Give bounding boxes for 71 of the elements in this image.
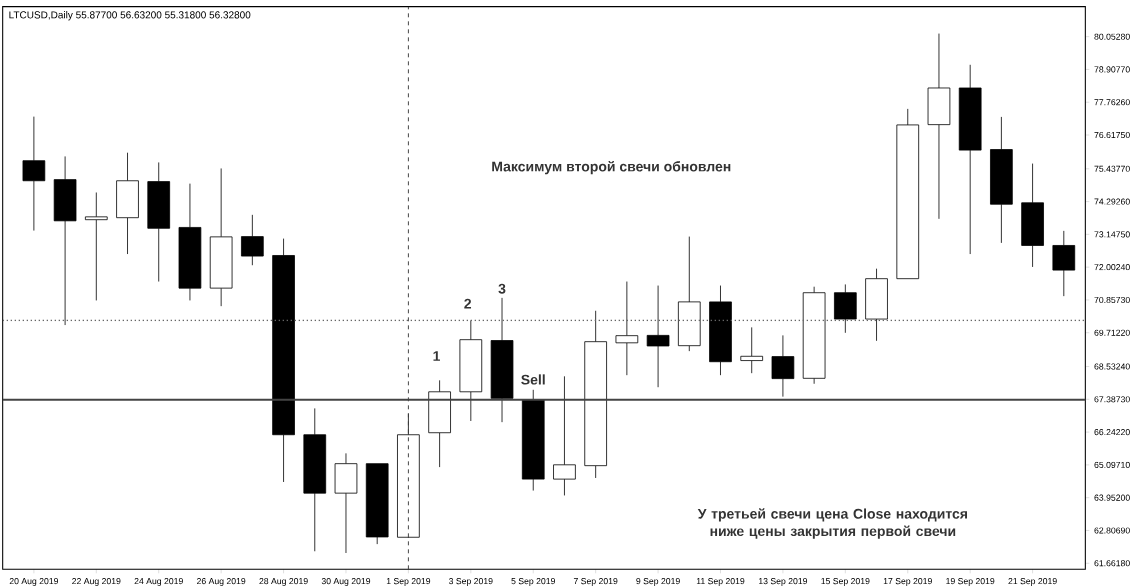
y-tick-label: 73.14750 bbox=[1094, 231, 1130, 238]
x-tick-label: 11 Sep 2019 bbox=[696, 578, 745, 586]
x-tick-label: 3 Sep 2019 bbox=[448, 578, 493, 586]
y-tick-label: 69.71220 bbox=[1094, 329, 1130, 336]
candlestick bbox=[802, 286, 826, 385]
y-tick-label: 63.95200 bbox=[1094, 494, 1130, 501]
candlestick bbox=[553, 375, 576, 496]
x-tick-label: 30 Aug 2019 bbox=[321, 578, 371, 586]
candlestick bbox=[865, 268, 888, 342]
candlestick bbox=[209, 168, 233, 307]
candlestick bbox=[116, 152, 139, 255]
candlestick bbox=[646, 285, 670, 388]
candlestick bbox=[927, 33, 951, 220]
x-tick-label: 13 Sep 2019 bbox=[759, 578, 808, 586]
candlestick bbox=[584, 310, 607, 479]
candlestick bbox=[677, 236, 701, 352]
candlestick bbox=[459, 320, 483, 422]
candlestick bbox=[303, 408, 327, 552]
x-tick-label: 24 Aug 2019 bbox=[134, 578, 183, 586]
x-tick-label: 17 Sep 2019 bbox=[883, 578, 932, 586]
y-tick-label: 72.00240 bbox=[1094, 264, 1130, 271]
y-tick-label: 77.76260 bbox=[1094, 99, 1130, 106]
annotation: У третьей свечи цена Close находится ниже цены закрытия первой свечи bbox=[697, 508, 967, 539]
x-tick-label: 21 Sep 2019 bbox=[1008, 578, 1057, 586]
y-tick-label: 74.29260 bbox=[1094, 198, 1130, 205]
candlestick bbox=[178, 183, 202, 301]
candlestick bbox=[740, 326, 764, 374]
candlestick bbox=[990, 116, 1013, 244]
candlestick bbox=[1052, 230, 1076, 297]
x-tick-label: 28 Aug 2019 bbox=[259, 578, 308, 586]
candlestick bbox=[834, 284, 857, 334]
x-tick-label: 5 Sep 2019 bbox=[511, 578, 555, 586]
candlestick bbox=[521, 389, 545, 491]
annotation: Максимум второй свечи обновлен bbox=[492, 160, 731, 175]
x-tick-label: 1 Sep 2019 bbox=[386, 578, 431, 586]
candlestick bbox=[1021, 163, 1044, 268]
candlestick bbox=[22, 116, 46, 231]
chart-title: LTCUSD,Daily 55.87700 56.63200 55.31800 56.32800 bbox=[9, 11, 251, 21]
y-tick-label: 78.90770 bbox=[1094, 66, 1130, 73]
annotation: Sell bbox=[521, 374, 545, 385]
candlestick bbox=[709, 285, 732, 376]
candlestick bbox=[53, 156, 77, 326]
candlestick bbox=[84, 192, 108, 301]
candlestick bbox=[615, 281, 639, 376]
x-tick-label: 15 Sep 2019 bbox=[821, 578, 870, 586]
candlestick bbox=[958, 64, 982, 255]
y-tick-label: 61.66180 bbox=[1094, 560, 1130, 567]
candlestick bbox=[272, 238, 295, 483]
y-tick-label: 67.38730 bbox=[1094, 396, 1130, 403]
y-tick-label: 80.05280 bbox=[1094, 33, 1130, 40]
y-tick-label: 75.43770 bbox=[1094, 165, 1130, 172]
x-tick-label: 22 Aug 2019 bbox=[72, 578, 121, 586]
annotation: 2 bbox=[464, 298, 472, 309]
annotation: 3 bbox=[498, 283, 506, 294]
y-tick-label: 76.61750 bbox=[1094, 131, 1130, 139]
x-tick-label: 20 Aug 2019 bbox=[9, 578, 59, 586]
x-tick-label: 9 Sep 2019 bbox=[636, 578, 680, 586]
candlestick bbox=[241, 214, 264, 266]
candlestick bbox=[334, 452, 358, 554]
y-tick-label: 70.85730 bbox=[1094, 296, 1130, 304]
candlestick bbox=[771, 334, 795, 398]
y-tick-label: 65.09710 bbox=[1094, 461, 1130, 468]
x-tick-label: 26 Aug 2019 bbox=[197, 578, 246, 586]
x-tick-label: 7 Sep 2019 bbox=[573, 578, 618, 586]
y-tick-label: 66.24220 bbox=[1094, 429, 1130, 436]
candlestick bbox=[147, 162, 171, 282]
y-tick-label: 68.53240 bbox=[1094, 363, 1130, 370]
annotation: 1 bbox=[433, 351, 440, 361]
x-tick-label: 19 Sep 2019 bbox=[946, 578, 995, 586]
candlestick bbox=[428, 379, 451, 468]
y-tick-label: 62.80690 bbox=[1094, 527, 1130, 534]
